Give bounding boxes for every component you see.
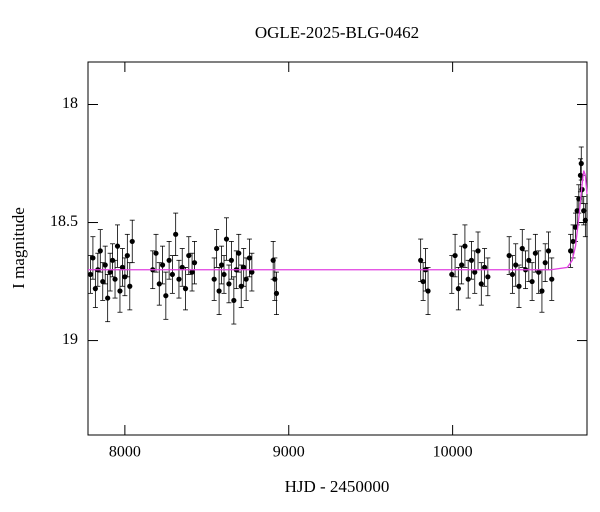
data-point [166,257,172,263]
data-point [578,160,584,167]
chart-title: OGLE-2025-BLG-0462 [255,23,419,42]
data-point [425,288,431,294]
x-tick-label: 8000 [109,444,141,461]
data-point [568,248,574,254]
data-point [241,264,247,270]
data-point [529,278,535,285]
data-point [472,269,478,275]
data-point [516,283,522,289]
data-point [119,264,126,270]
data-point [462,243,468,249]
data-point [519,245,525,252]
data-point [459,262,465,268]
data-point [129,238,135,245]
data-point [273,290,280,296]
data-point [100,278,106,285]
x-axis-label: HJD - 2450000 [285,477,390,496]
data-point [169,271,175,278]
data-point [92,286,98,292]
data-point [226,281,232,287]
data-point [536,269,542,275]
data-point [465,276,471,282]
data-point [420,278,426,285]
data-point [105,295,111,301]
x-tick-label: 10000 [433,444,473,461]
data-point [513,262,519,268]
data-point [186,252,192,259]
data-point [90,255,96,261]
data-point [485,274,491,280]
data-point [526,257,532,263]
y-tick-label: 19 [62,331,78,348]
data-point [211,276,217,282]
data-point [159,262,166,268]
data-point [117,288,123,294]
data-point [455,286,461,292]
data-point [124,252,130,259]
data-point [236,250,242,256]
data-point [163,293,169,299]
data-point [452,252,458,259]
model-curve [88,170,588,271]
data-point [246,255,253,261]
data-point [189,269,195,275]
data-point [179,264,185,270]
data-point [114,243,121,249]
data-point [249,269,255,275]
data-point [506,252,512,259]
data-point [153,250,159,256]
data-point [218,262,225,268]
data-point [468,257,475,263]
data-point [173,231,179,237]
data-point [572,224,579,230]
data-point [539,288,545,294]
data-point [107,269,113,275]
data-point [221,271,227,278]
data-point [549,276,555,282]
data-point [545,248,552,254]
data-point [191,260,198,266]
data-point [582,217,588,223]
data-point [542,260,548,266]
data-point [231,297,237,304]
data-point [216,288,222,294]
plot-frame [87,61,588,436]
data-point [214,245,220,252]
data-point [112,276,118,282]
data-point [449,271,455,278]
data-point [532,250,538,256]
data-point [156,281,162,287]
data-point [87,271,94,278]
data-point [223,236,230,242]
y-axis-label: I magnitude [9,207,28,289]
data-point [509,271,516,278]
data-point [481,264,488,270]
data-point [127,283,133,289]
data-point [176,276,182,282]
x-tick-label: 9000 [273,444,305,461]
data-point [102,262,108,268]
data-point [478,281,484,287]
data-point [418,257,424,263]
y-tick-label: 18.5 [50,213,78,230]
data-point [97,248,103,254]
data-point [243,276,249,282]
data-point [475,248,481,254]
data-point [228,257,234,263]
y-tick-label: 18 [62,95,78,112]
data-point [182,286,189,292]
